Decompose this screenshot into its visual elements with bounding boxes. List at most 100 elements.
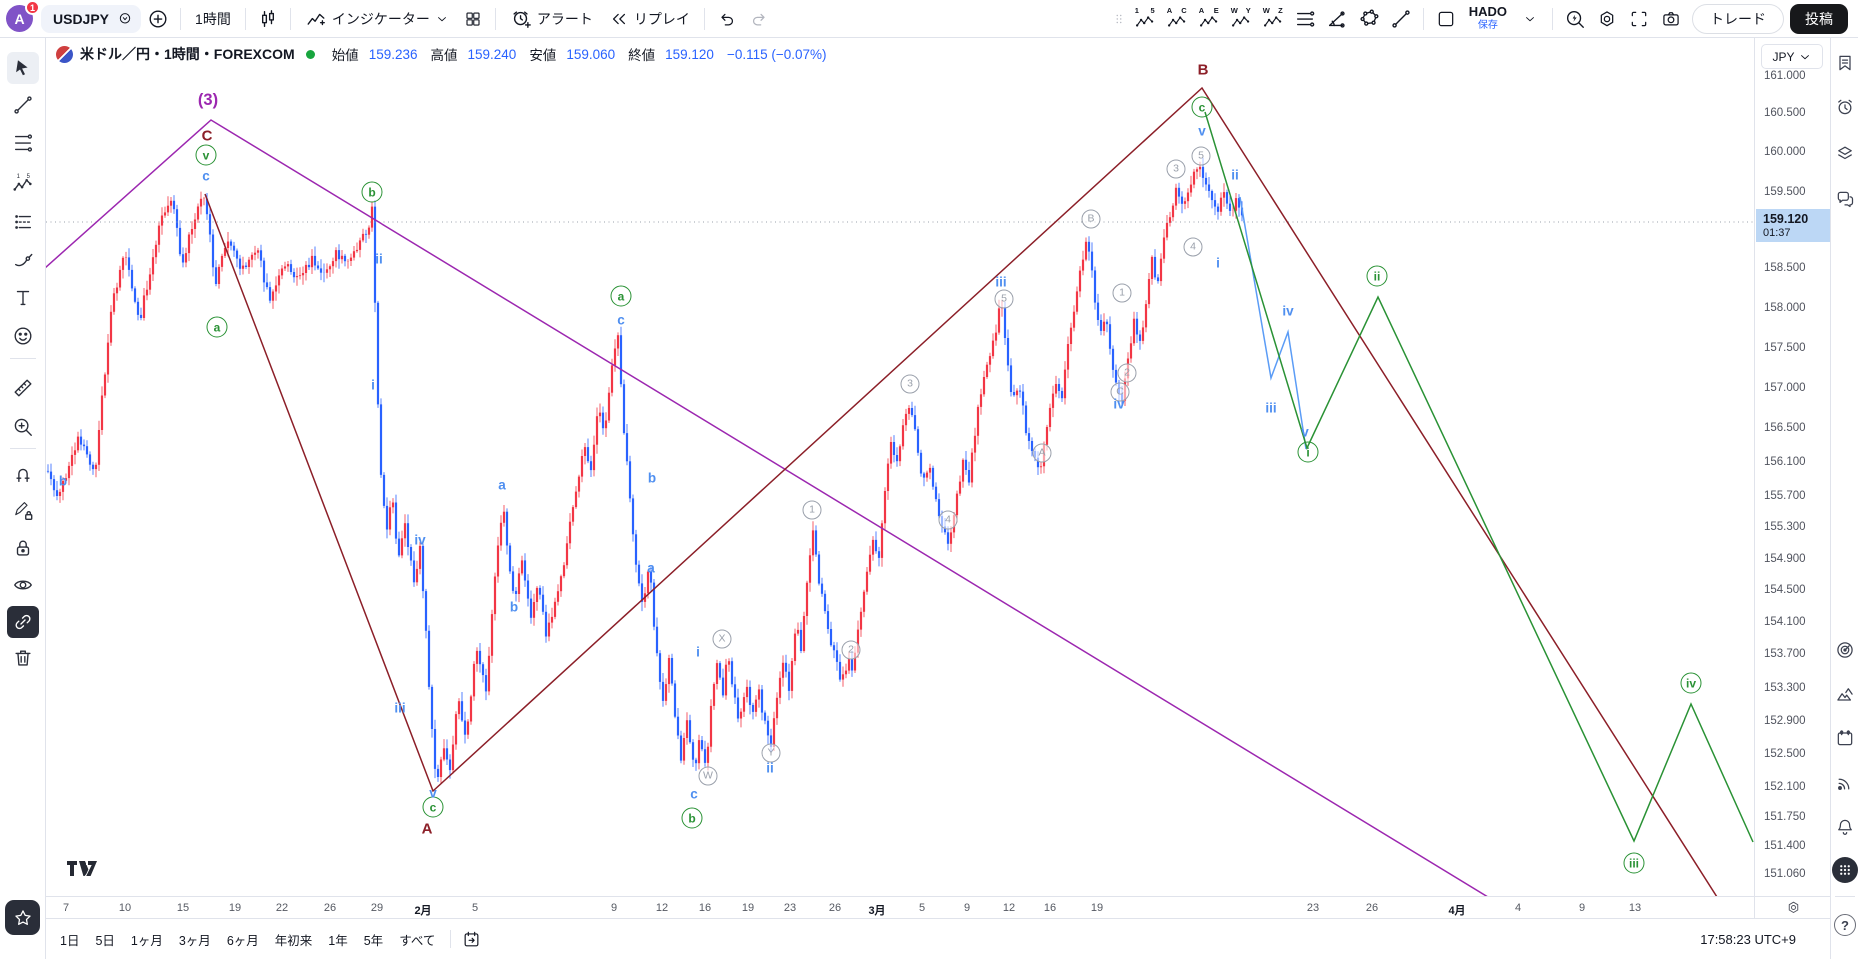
currency-toggle-button[interactable]: JPY: [1761, 44, 1823, 69]
layout-name-button[interactable]: HADO 保存: [1463, 3, 1513, 35]
range-button-すべて[interactable]: すべて: [391, 924, 443, 955]
price-tick: 157.000: [1764, 382, 1806, 394]
remove-drawings-tool[interactable]: [7, 642, 39, 674]
calendar-icon[interactable]: [1834, 727, 1856, 749]
measure-tool[interactable]: [7, 372, 39, 404]
watchlist-icon[interactable]: [1834, 52, 1856, 74]
time-tick: 9: [1578, 902, 1586, 914]
time-tick: 22: [275, 902, 289, 914]
alert-clock-icon: [510, 8, 532, 30]
symbol-picker-icon: [117, 11, 133, 27]
time-tick: 26: [1365, 902, 1379, 914]
quick-search-button[interactable]: [1560, 5, 1590, 33]
close-value: 159.120: [665, 46, 714, 62]
chart-style-button[interactable]: [253, 5, 283, 33]
notifications-icon[interactable]: [1834, 816, 1856, 838]
quick-search-icon: [1564, 8, 1586, 30]
interval-button[interactable]: 1時間: [188, 5, 238, 33]
alerts-icon[interactable]: [1834, 96, 1856, 118]
candles-icon: [257, 8, 279, 30]
range-button-5日[interactable]: 5日: [87, 924, 122, 955]
zoom-in-tool[interactable]: [7, 411, 39, 443]
favorites-star-button[interactable]: [5, 900, 40, 935]
divider: [180, 7, 182, 30]
help-button[interactable]: ?: [1834, 914, 1856, 936]
axis-settings-cell[interactable]: [1755, 896, 1831, 918]
ideas-icon[interactable]: [1834, 684, 1856, 706]
brush-tool[interactable]: [7, 244, 39, 276]
time-tick: 16: [698, 902, 712, 914]
more-apps-icon[interactable]: [1832, 857, 1858, 883]
trade-button[interactable]: トレード: [1692, 3, 1784, 34]
trend-line-tool[interactable]: [7, 89, 39, 121]
parallel-channel-button[interactable]: [1290, 5, 1320, 33]
divider: [10, 358, 36, 359]
divider: [244, 7, 246, 30]
trendline-button[interactable]: [1386, 5, 1416, 33]
sync-drawings-tool[interactable]: [7, 606, 39, 638]
price-tick: 152.500: [1764, 748, 1806, 760]
polygon-button[interactable]: [1354, 5, 1384, 33]
layout-menu-button[interactable]: [1515, 5, 1545, 33]
trend-angle-button[interactable]: [1322, 5, 1352, 33]
publish-button[interactable]: 投稿: [1790, 3, 1848, 34]
layout-select-button[interactable]: [1431, 5, 1461, 33]
range-button-3ヶ月[interactable]: 3ヶ月: [171, 924, 219, 955]
settings-button[interactable]: [1592, 5, 1622, 33]
brush-icon: [12, 249, 34, 271]
tradingview-logo[interactable]: [66, 860, 98, 882]
chart-title[interactable]: 米ドル／円・1時間・FOREXCOM: [80, 46, 295, 62]
avatar-letter: A: [14, 10, 25, 27]
chart-pane[interactable]: 米ドル／円・1時間・FOREXCOM 始値 159.236 高値 159.240 安…: [46, 38, 1754, 896]
redo-button[interactable]: [744, 5, 774, 33]
range-button-6ヶ月[interactable]: 6ヶ月: [219, 924, 267, 955]
stay-in-drawing-mode-tool[interactable]: [7, 495, 39, 527]
market-open-dot[interactable]: [305, 49, 315, 59]
grid-icon: [464, 10, 482, 28]
clock[interactable]: 17:58:23 UTC+9: [1700, 931, 1796, 947]
price-axis[interactable]: JPY 159.120 01:37 161.000 160.500 160.000 1…: [1754, 38, 1831, 918]
pattern-tool[interactable]: [7, 206, 39, 238]
lock-drawings-tool[interactable]: [7, 532, 39, 564]
time-axis[interactable]: 7 10 15 19 22 26 29 2月 5 9 12 16 19 23 26 3月 5 9 12 16 19 23 2…: [46, 896, 1754, 918]
fullscreen-button[interactable]: [1624, 5, 1654, 33]
divider: [10, 448, 36, 449]
replay-button[interactable]: リプレイ: [602, 5, 697, 33]
cursor-tool[interactable]: [7, 52, 39, 84]
avatar[interactable]: A 1: [6, 0, 40, 32]
compare-add-button[interactable]: [143, 5, 173, 33]
news-icon[interactable]: [1834, 772, 1856, 794]
price-tick: 156.100: [1764, 456, 1806, 468]
grid-layout-button[interactable]: [458, 5, 488, 33]
range-button-1日[interactable]: 1日: [52, 924, 87, 955]
range-button-1年[interactable]: 1年: [320, 924, 355, 955]
high-value: 159.240: [467, 46, 517, 62]
screener-icon[interactable]: [1834, 639, 1856, 661]
magnet-tool[interactable]: [7, 458, 39, 490]
drag-handle-icon[interactable]: [1112, 12, 1126, 26]
range-button-5年[interactable]: 5年: [356, 924, 391, 955]
range-button-1ヶ月[interactable]: 1ヶ月: [123, 924, 171, 955]
chat-icon[interactable]: [1834, 188, 1856, 210]
range-button-年初来[interactable]: 年初来: [267, 924, 321, 955]
hide-drawings-tool[interactable]: [7, 569, 39, 601]
indicators-button[interactable]: インジケーター: [298, 5, 456, 33]
emoji-tool[interactable]: [7, 320, 39, 352]
go-to-date-button[interactable]: [458, 930, 485, 949]
symbol-search-button[interactable]: USDJPY: [41, 4, 142, 33]
time-tick: 7: [62, 902, 70, 914]
text-tool[interactable]: [7, 282, 39, 314]
trash-icon: [12, 647, 34, 669]
fib-retracement-tool[interactable]: [7, 127, 39, 159]
snapshot-button[interactable]: [1656, 5, 1686, 33]
alert-button[interactable]: アラート: [503, 5, 600, 33]
undo-button[interactable]: [712, 5, 742, 33]
object-tree-icon[interactable]: [1834, 142, 1856, 164]
